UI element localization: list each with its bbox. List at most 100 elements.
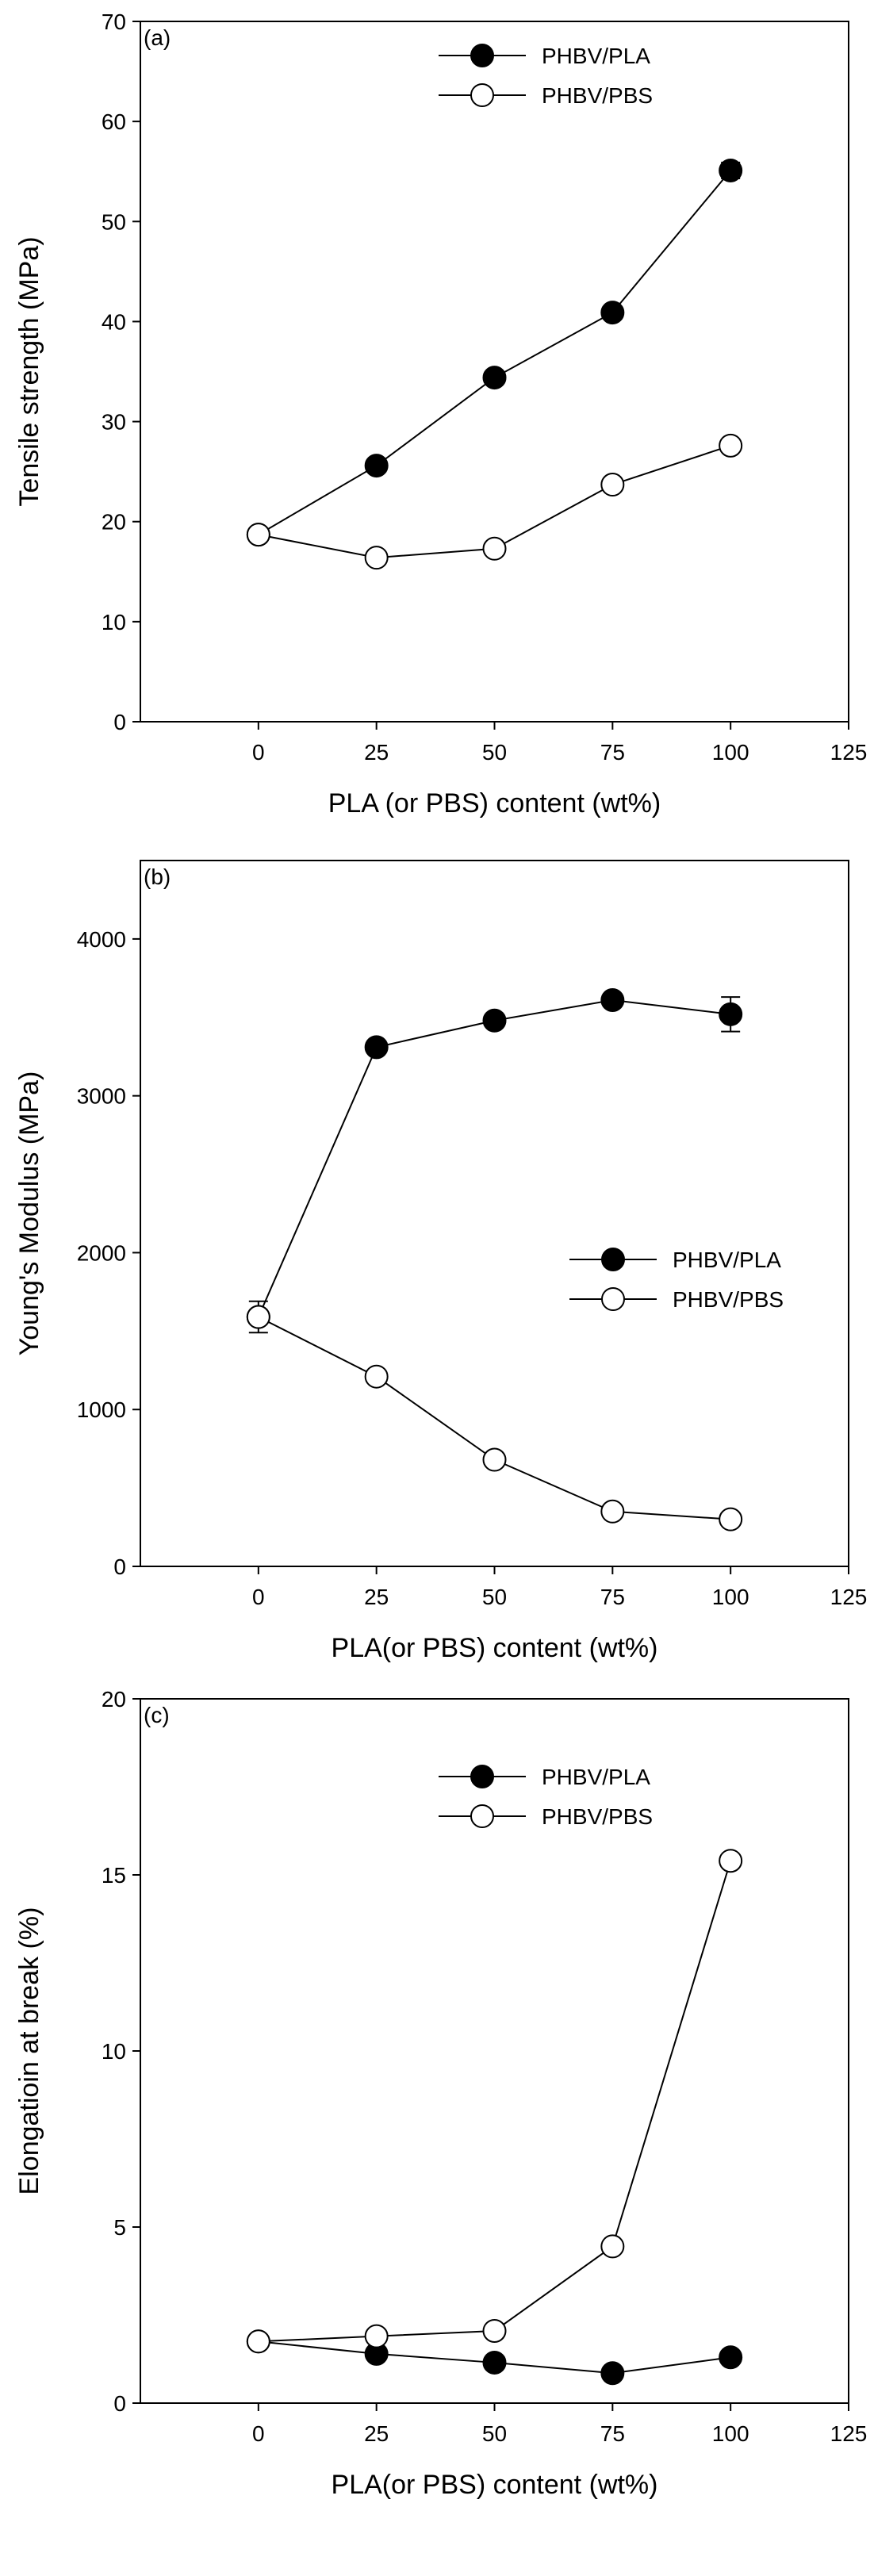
data-point xyxy=(246,523,270,547)
x-tick-label: 125 xyxy=(830,2421,868,2446)
legend-marker xyxy=(601,1248,625,1271)
legend-entry: PHBV/PBS xyxy=(439,1804,653,1829)
y-tick-label: 70 xyxy=(102,10,126,34)
panel-label: (a) xyxy=(144,25,171,50)
series-phbv-pla xyxy=(246,158,743,547)
data-point xyxy=(364,2324,389,2348)
y-tick-label: 15 xyxy=(102,1863,126,1888)
legend-entry: PHBV/PLA xyxy=(439,1765,650,1789)
legend-marker xyxy=(470,83,494,107)
series-line xyxy=(257,999,731,1317)
y-tick-label: 20 xyxy=(102,1687,126,1712)
y-tick-label: 2000 xyxy=(77,1240,126,1265)
data-point xyxy=(600,1499,625,1524)
x-axis-title: PLA (or PBS) content (wt%) xyxy=(328,788,661,818)
legend-marker xyxy=(470,1765,494,1788)
y-tick-label: 3000 xyxy=(77,1084,126,1109)
series-phbv-pbs xyxy=(246,1300,743,1531)
data-point xyxy=(364,454,389,478)
series-line xyxy=(258,170,731,535)
legend-entry: PHBV/PBS xyxy=(439,83,653,108)
data-point xyxy=(482,536,507,561)
data-point xyxy=(482,2318,507,2343)
x-tick-label: 0 xyxy=(252,1585,265,1609)
y-tick-label: 50 xyxy=(102,209,126,234)
x-tick-label: 25 xyxy=(364,2421,389,2446)
y-axis-title: Young's Modulus (MPa) xyxy=(14,1071,44,1356)
data-point xyxy=(482,1008,507,1033)
legend-marker xyxy=(470,1804,494,1828)
data-point xyxy=(482,1447,507,1472)
legend-label: PHBV/PBS xyxy=(673,1287,784,1312)
chart-panel-2: 0 1000 2000 3000 4000 0 25 50 75 100 125 PLA(or PBS… xyxy=(14,860,868,1663)
legend-label: PHBV/PLA xyxy=(673,1248,781,1272)
y-tick-label: 5 xyxy=(113,2215,126,2240)
y-tick-label: 0 xyxy=(113,2391,126,2416)
panel-label: (b) xyxy=(144,864,171,889)
y-tick-label: 60 xyxy=(102,109,126,134)
data-point xyxy=(719,1849,743,1873)
series-line xyxy=(258,1316,731,1520)
legend-label: PHBV/PLA xyxy=(542,1765,650,1789)
data-point xyxy=(246,1305,270,1329)
x-tick-label: 125 xyxy=(830,740,868,765)
legend-label: PHBV/PLA xyxy=(542,44,650,68)
x-tick-label: 100 xyxy=(712,1585,749,1609)
series-phbv-pbs xyxy=(246,433,743,570)
x-tick-label: 125 xyxy=(830,1585,868,1609)
y-tick-label: 1000 xyxy=(77,1397,126,1422)
panel-label: (c) xyxy=(144,1703,170,1727)
legend-marker xyxy=(470,44,494,67)
legend-entry: PHBV/PLA xyxy=(439,44,650,68)
data-point xyxy=(719,1507,743,1531)
data-point xyxy=(482,2350,507,2375)
x-tick-label: 0 xyxy=(252,740,265,765)
data-point xyxy=(719,158,743,182)
data-point xyxy=(600,473,625,497)
legend-label: PHBV/PBS xyxy=(542,83,653,108)
data-point xyxy=(719,433,743,458)
x-tick-label: 50 xyxy=(482,1585,507,1609)
y-axis-title: Elongatioin at break (%) xyxy=(14,1907,44,2195)
data-point xyxy=(364,1035,389,1060)
data-point xyxy=(600,988,625,1013)
x-tick-label: 50 xyxy=(482,2421,507,2446)
x-tick-label: 75 xyxy=(600,740,625,765)
chart-panel-1: 0 10 20 30 40 50 60 70 0 25 50 75 100 125 PLA (or PBS)… xyxy=(14,10,867,818)
y-tick-label: 0 xyxy=(113,710,126,734)
data-point xyxy=(364,1364,389,1389)
legend-marker xyxy=(601,1287,625,1311)
x-axis-title: PLA(or PBS) content (wt%) xyxy=(332,1633,658,1663)
x-tick-label: 100 xyxy=(712,740,749,765)
x-axis-title: PLA(or PBS) content (wt%) xyxy=(332,2470,658,2500)
data-point xyxy=(600,2361,625,2386)
legend-label: PHBV/PBS xyxy=(542,1804,653,1829)
plot-frame xyxy=(140,1698,849,2404)
y-tick-label: 20 xyxy=(102,510,126,535)
data-point xyxy=(600,301,625,325)
y-axis-title: Tensile strength (MPa) xyxy=(14,236,44,506)
data-point xyxy=(719,1002,743,1026)
x-tick-label: 100 xyxy=(712,2421,749,2446)
y-tick-label: 10 xyxy=(102,2039,126,2064)
y-tick-label: 10 xyxy=(102,610,126,634)
data-point xyxy=(719,2345,743,2370)
x-tick-label: 50 xyxy=(482,740,507,765)
data-point xyxy=(600,2234,625,2259)
x-tick-label: 25 xyxy=(364,1585,389,1609)
data-point xyxy=(246,2329,270,2354)
series-line xyxy=(258,1860,732,2343)
data-point xyxy=(482,366,507,390)
x-tick-label: 75 xyxy=(600,1585,625,1609)
x-tick-label: 75 xyxy=(600,2421,625,2446)
x-tick-label: 0 xyxy=(252,2421,265,2446)
y-tick-label: 30 xyxy=(102,410,126,435)
y-tick-label: 40 xyxy=(102,309,126,334)
legend-entry: PHBV/PLA xyxy=(569,1248,781,1272)
y-tick-label: 4000 xyxy=(77,927,126,952)
x-tick-label: 25 xyxy=(364,740,389,765)
legend-entry: PHBV/PBS xyxy=(569,1287,784,1312)
series-phbv-pbs xyxy=(246,1849,743,2354)
data-point xyxy=(364,546,389,570)
